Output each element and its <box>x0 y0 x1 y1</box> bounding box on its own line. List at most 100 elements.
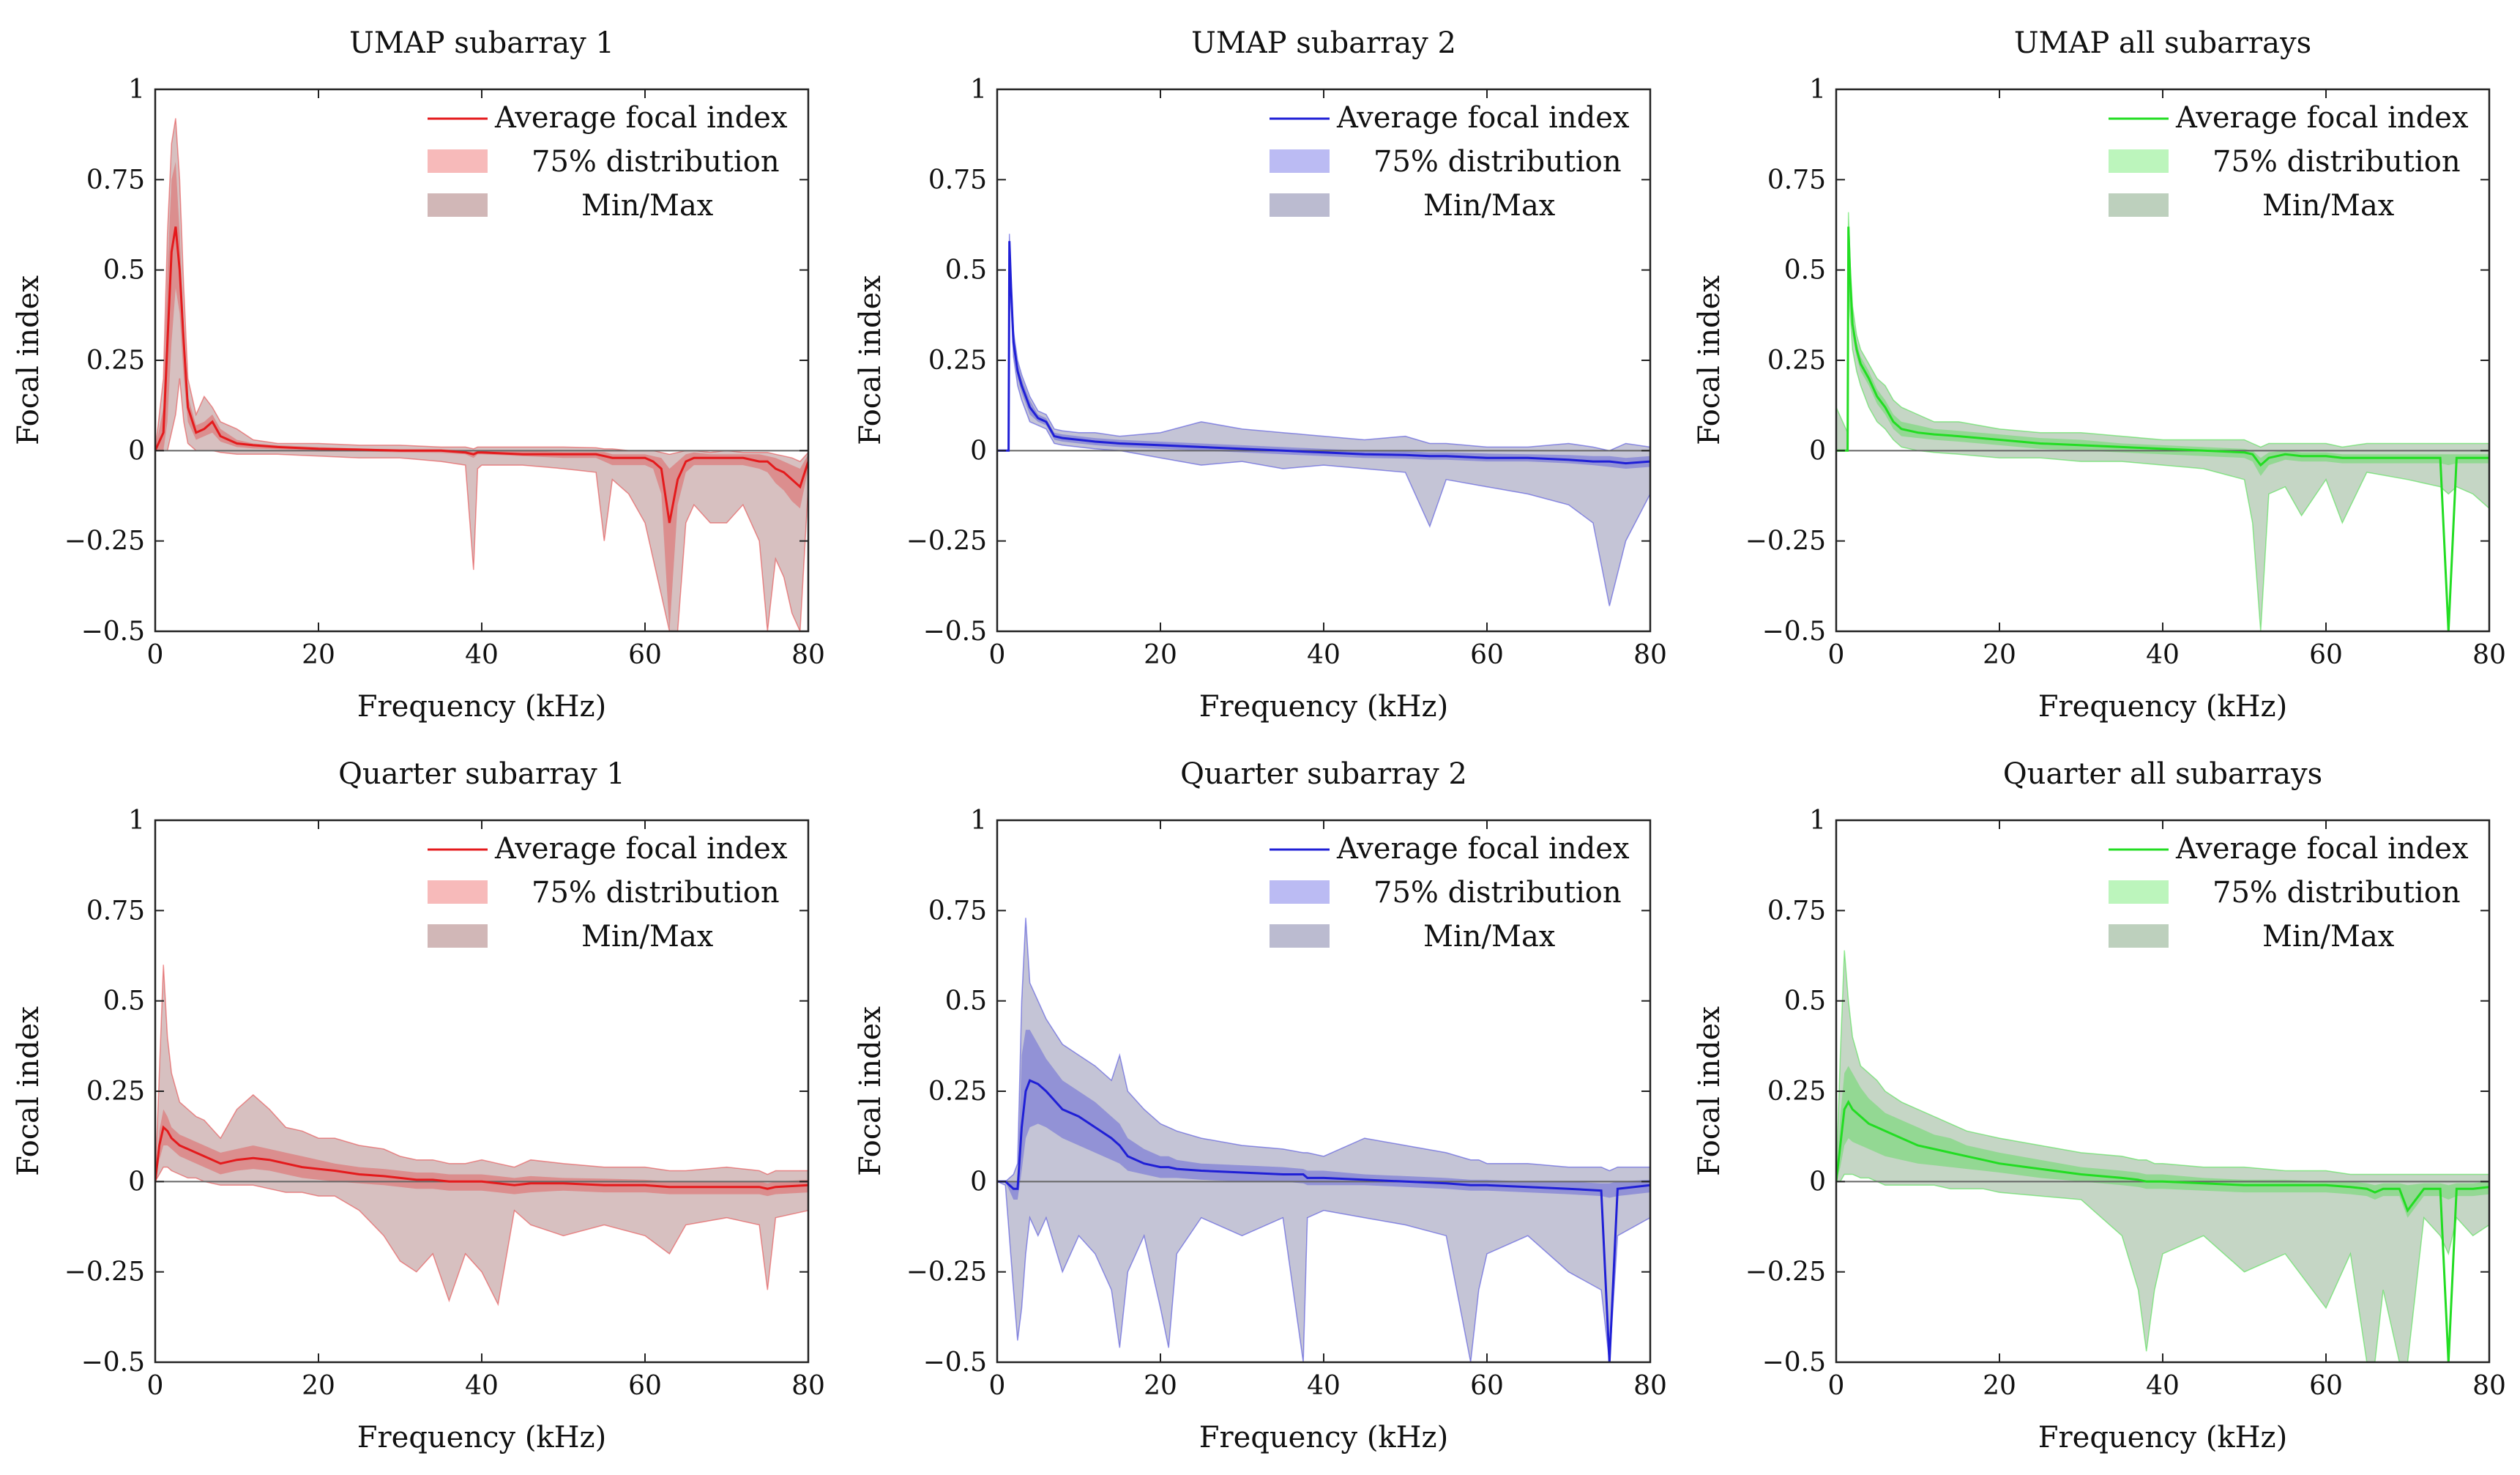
x-tick-label: 0 <box>147 1371 164 1401</box>
y-tick-label: 0.5 <box>103 987 145 1017</box>
legend-label-average: Average focal index <box>1336 101 1630 135</box>
average-line <box>1836 1099 2489 1362</box>
x-tick-label: 20 <box>1144 640 1177 670</box>
x-tick-label: 80 <box>2472 1371 2506 1401</box>
x-axis-label: Frequency (kHz) <box>2038 1421 2287 1454</box>
legend-minmax-swatch <box>1270 193 1330 217</box>
x-tick-label: 20 <box>1983 1371 2016 1401</box>
average-line <box>155 1125 808 1190</box>
x-tick-label: 60 <box>628 640 662 670</box>
chart-title: Quarter all subarrays <box>2003 757 2322 791</box>
y-tick-label: 0.5 <box>1784 987 1826 1017</box>
x-tick-label: 80 <box>2472 640 2506 670</box>
legend-label-distribution: 75% distribution <box>532 876 780 910</box>
legend-minmax-swatch <box>1270 924 1330 948</box>
x-axis-label: Frequency (kHz) <box>2038 690 2287 724</box>
y-tick-label: −0.5 <box>81 617 145 647</box>
legend-label-average: Average focal index <box>1336 832 1630 866</box>
quartile-band <box>1836 1066 2489 1218</box>
y-tick-label: −0.5 <box>1762 1348 1826 1378</box>
y-tick-label: 0 <box>970 436 987 466</box>
y-tick-label: 0.25 <box>86 346 145 376</box>
y-axis-label: Focal index <box>12 1006 45 1176</box>
x-tick-label: 40 <box>2146 1371 2180 1401</box>
y-tick-label: 1 <box>128 806 145 836</box>
x-tick-label: 40 <box>1307 640 1341 670</box>
chart-panel-3: UMAP all subarrays 0 20 40 60 80 −0.5 −0.25 0 0.2… <box>1693 26 2506 724</box>
y-axis-label: Focal index <box>854 275 887 445</box>
y-tick-label: 0.25 <box>1767 1077 1826 1107</box>
legend-label-minmax: Min/Max <box>2262 920 2395 954</box>
y-tick-label: 0.25 <box>1767 346 1826 376</box>
y-tick-label: −0.5 <box>1762 617 1826 647</box>
y-tick-label: 1 <box>970 806 987 836</box>
y-tick-label: 0.5 <box>945 256 987 286</box>
y-axis-label: Focal index <box>1693 1006 1726 1176</box>
x-tick-label: 20 <box>1983 640 2016 670</box>
y-tick-label: 0.5 <box>945 987 987 1017</box>
plot-area <box>997 918 1650 1362</box>
y-tick-label: −0.5 <box>81 1348 145 1378</box>
legend-label-minmax: Min/Max <box>581 189 714 223</box>
x-tick-label: 80 <box>791 640 825 670</box>
quartile-band <box>155 1109 808 1197</box>
y-tick-label: 0.75 <box>86 896 145 926</box>
legend-label-minmax: Min/Max <box>1423 189 1556 223</box>
plot-area <box>155 118 808 631</box>
y-tick-label: 0.75 <box>1767 896 1826 926</box>
y-tick-label: −0.25 <box>906 527 987 557</box>
y-tick-label: −0.25 <box>64 1257 145 1288</box>
legend: Average focal index 75% distribution Min/M… <box>428 101 788 223</box>
y-tick-label: 0.75 <box>928 896 987 926</box>
y-tick-label: 0.25 <box>928 346 987 376</box>
chart-title: Quarter subarray 1 <box>338 757 625 791</box>
plot-area <box>1836 212 2489 631</box>
y-tick-label: 1 <box>970 75 987 105</box>
chart-title: Quarter subarray 2 <box>1180 757 1467 791</box>
legend-label-average: Average focal index <box>494 101 788 135</box>
x-tick-label: 40 <box>465 640 499 670</box>
x-axis-label: Frequency (kHz) <box>1199 1421 1448 1454</box>
y-tick-label: 1 <box>1809 75 1826 105</box>
x-tick-label: 60 <box>628 1371 662 1401</box>
legend-label-average: Average focal index <box>2175 832 2469 866</box>
minmax-band <box>997 918 1650 1362</box>
panels: UMAP subarray 1 0 20 40 60 80 −0.5 −0.25 0 0.25 0.… <box>12 26 2506 1454</box>
chart-panel-1: UMAP subarray 1 0 20 40 60 80 −0.5 −0.25 0 0.25 0.… <box>12 26 825 724</box>
x-tick-label: 40 <box>465 1371 499 1401</box>
y-tick-label: 0 <box>128 1167 145 1197</box>
y-tick-label: −0.5 <box>923 1348 987 1378</box>
average-line <box>155 226 808 524</box>
minmax-band <box>1836 212 2489 631</box>
legend-band-swatch <box>428 149 488 173</box>
y-axis-label: Focal index <box>12 275 45 445</box>
legend-label-distribution: 75% distribution <box>1373 876 1622 910</box>
legend-minmax-swatch <box>2109 193 2169 217</box>
legend-band-swatch <box>1270 880 1330 904</box>
legend: Average focal index 75% distribution Min/M… <box>1270 101 1630 223</box>
x-tick-label: 40 <box>2146 640 2180 670</box>
legend-band-swatch <box>2109 149 2169 173</box>
y-tick-label: −0.25 <box>1745 1257 1826 1288</box>
y-tick-label: −0.25 <box>1745 527 1826 557</box>
y-tick-label: 0.75 <box>928 165 987 195</box>
chart-title: UMAP subarray 2 <box>1191 26 1456 60</box>
y-tick-label: 0.25 <box>928 1077 987 1107</box>
legend: Average focal index 75% distribution Min/M… <box>2109 832 2469 954</box>
legend-label-distribution: 75% distribution <box>1373 145 1622 179</box>
x-tick-label: 0 <box>1828 1371 1845 1401</box>
legend-label-minmax: Min/Max <box>2262 189 2395 223</box>
x-tick-label: 60 <box>1470 640 1504 670</box>
y-tick-label: 1 <box>1809 806 1826 836</box>
y-tick-label: 1 <box>128 75 145 105</box>
average-line <box>997 241 1650 465</box>
legend-minmax-swatch <box>2109 924 2169 948</box>
average-line <box>1836 226 2489 631</box>
y-tick-label: 0.75 <box>1767 165 1826 195</box>
y-tick-label: 0.5 <box>103 256 145 286</box>
x-tick-label: 20 <box>1144 1371 1177 1401</box>
plot-area <box>997 234 1650 606</box>
plot-area <box>1836 950 2489 1362</box>
